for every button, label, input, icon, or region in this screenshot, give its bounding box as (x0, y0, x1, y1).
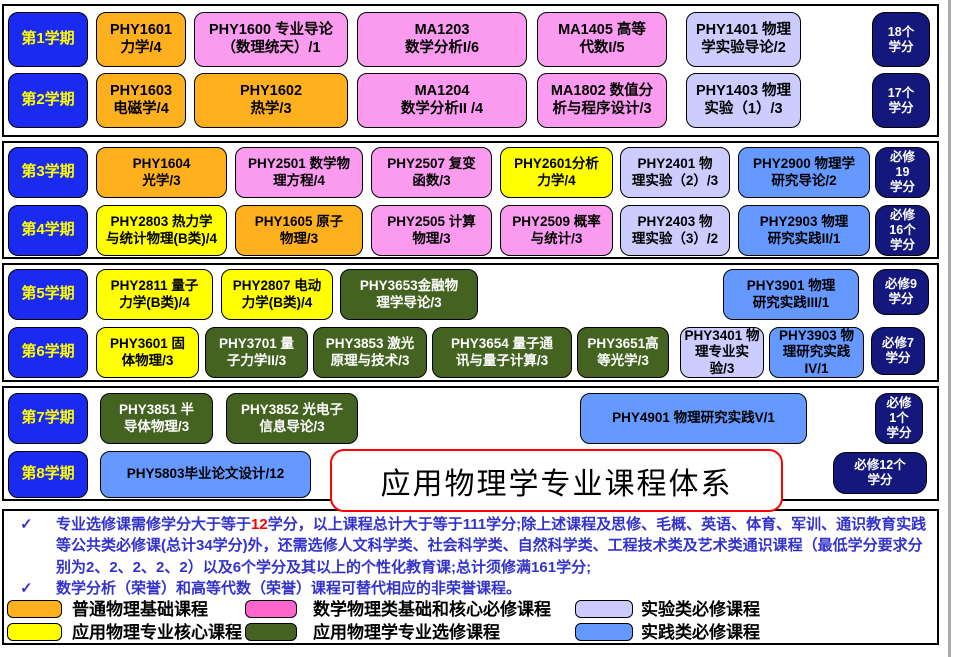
semester-label: 第2学期 (8, 73, 88, 128)
course-box: PHY4901 物理研究实践V/1 (580, 393, 807, 444)
panel-semesters-5-6 (2, 263, 939, 382)
semester-label: 第3学期 (8, 147, 88, 198)
course-box: PHY1604 光学/3 (96, 147, 227, 198)
course-box: PHY1601 力学/4 (96, 12, 186, 67)
legend-swatch (7, 623, 62, 641)
credits-badge: 必修 19 学分 (875, 147, 930, 198)
course-box: PHY5803毕业论文设计/12 (100, 451, 311, 498)
legend-swatch (245, 623, 297, 641)
course-box: PHY3701 量 子力学II/3 (205, 327, 308, 378)
legend-label: 数学物理类基础和核心必修课程 (313, 600, 551, 619)
course-box: PHY3653金融物 理学导论/3 (340, 269, 478, 320)
course-box: MA1203 数学分析I/6 (357, 12, 527, 67)
legend-label: 普通物理基础课程 (72, 600, 208, 619)
course-box: PHY1600 专业导论 （数理统天）/1 (194, 12, 348, 67)
credits-badge: 必修12个 学分 (833, 452, 927, 494)
note-text: 数学分析（荣誉）和高等代数（荣誉）课程可替代相应的非荣誉课程。 (56, 578, 934, 599)
semester-label: 第1学期 (8, 12, 88, 67)
legend-label: 应用物理专业核心课程 (72, 623, 242, 642)
semester-label: 第6学期 (8, 327, 88, 378)
window-edge (948, 0, 951, 657)
course-box: MA1405 高等 代数I/5 (537, 12, 667, 67)
course-box: PHY3651高 等光学/3 (577, 327, 669, 378)
course-box: PHY2601分析 力学/4 (500, 147, 613, 198)
legend-label: 应用物理学专业选修课程 (313, 623, 500, 642)
legend-swatch (575, 623, 633, 641)
course-box: PHY2900 物理学 研究导论/2 (738, 147, 870, 198)
course-box: PHY1403 物理 实验（1）/3 (686, 73, 801, 128)
course-box: PHY2509 概率 与统计/3 (500, 205, 613, 256)
course-box: PHY3852 光电子 信息导论/3 (226, 393, 358, 444)
course-box: PHY2507 复变 函数/3 (371, 147, 492, 198)
credits-badge: 17个 学分 (872, 73, 930, 128)
legend-swatch (575, 600, 633, 618)
course-box: MA1802 数值分 析与程序设计/3 (537, 73, 667, 128)
note-item: ✓ 专业选修课需修学分大于等于12学分，以上课程总计大于等于111学分;除上述课程… (12, 514, 934, 578)
course-box: PHY1401 物理 学实验导论/2 (686, 12, 801, 67)
course-box: PHY2811 量子 力学(B类)/4 (96, 269, 213, 320)
note-segment: 专业选修课需修学分大于等于 (56, 516, 252, 533)
course-box: PHY3851 半 导体物理/3 (100, 393, 213, 444)
course-box: PHY3901 物理 研究实践III/1 (723, 269, 859, 320)
credits-badge: 18个 学分 (872, 12, 930, 67)
credits-badge: 必修7 学分 (871, 327, 925, 375)
semester-label: 第8学期 (8, 451, 88, 498)
credits-badge: 必修9 学分 (873, 269, 929, 315)
course-box: PHY1602 热学/3 (194, 73, 348, 128)
semester-label: 第7学期 (8, 393, 88, 444)
legend-swatch (245, 600, 297, 618)
credits-badge: 必修 16个 学分 (875, 205, 930, 256)
course-box: PHY3853 激光 原理与技术/3 (313, 327, 427, 378)
course-box: PHY2505 计算 物理/3 (371, 205, 492, 256)
course-box: PHY1603 电磁学/4 (96, 73, 186, 128)
note-item: ✓ 数学分析（荣誉）和高等代数（荣誉）课程可替代相应的非荣誉课程。 (12, 578, 934, 599)
credits-badge: 必修 1个 学分 (875, 393, 923, 444)
diagram-title: 应用物理学专业课程体系 (380, 467, 733, 501)
course-box: MA1204 数学分析II /4 (357, 73, 527, 128)
panel-semesters-1-2 (2, 4, 939, 137)
note-highlight: 12 (251, 516, 268, 533)
notes-block: ✓ 专业选修课需修学分大于等于12学分，以上课程总计大于等于111学分;除上述课程… (12, 514, 934, 599)
semester-label: 第5学期 (8, 269, 88, 320)
course-box: PHY2501 数学物 理方程/4 (235, 147, 363, 198)
course-box: PHY3601 固 体物理/3 (96, 327, 199, 378)
course-box: PHY2903 物理 研究实践II/1 (738, 205, 870, 256)
course-box: PHY3401 物 理专业实验/3 (680, 327, 764, 378)
panel-semesters-3-4 (2, 141, 939, 259)
course-box: PHY1605 原子 物理/3 (235, 205, 363, 256)
course-box: PHY3654 量子通 讯与量子计算/3 (432, 327, 572, 378)
legend-label: 实验类必修课程 (641, 600, 760, 619)
legend-label: 实践类必修课程 (641, 623, 760, 642)
note-text: 专业选修课需修学分大于等于12学分，以上课程总计大于等于111学分;除上述课程及… (56, 514, 934, 578)
note-segment: 学分，以上课程总计大于等于111学分;除上述课程及思修、毛概、英语、体育、军训、… (56, 516, 927, 576)
legend-swatch (7, 600, 62, 618)
semester-label: 第4学期 (8, 205, 88, 256)
note-segment: 数学分析（荣誉）和高等代数（荣誉）课程可替代相应的非荣誉课程。 (56, 579, 522, 597)
checkmark-icon: ✓ (20, 579, 33, 597)
course-box: PHY2807 电动 力学(B类)/4 (221, 269, 333, 320)
course-box: PHY3903 物 理研究实践 IV/1 (769, 327, 864, 378)
course-box: PHY2803 热力学 与统计物理(B类)/4 (96, 205, 227, 256)
course-box: PHY2401 物 理实验（2）/3 (620, 147, 730, 198)
course-box: PHY2403 物 理实验（3）/2 (620, 205, 730, 256)
diagram-title-box: 应用物理学专业课程体系 (330, 449, 783, 512)
checkmark-icon: ✓ (20, 516, 33, 533)
